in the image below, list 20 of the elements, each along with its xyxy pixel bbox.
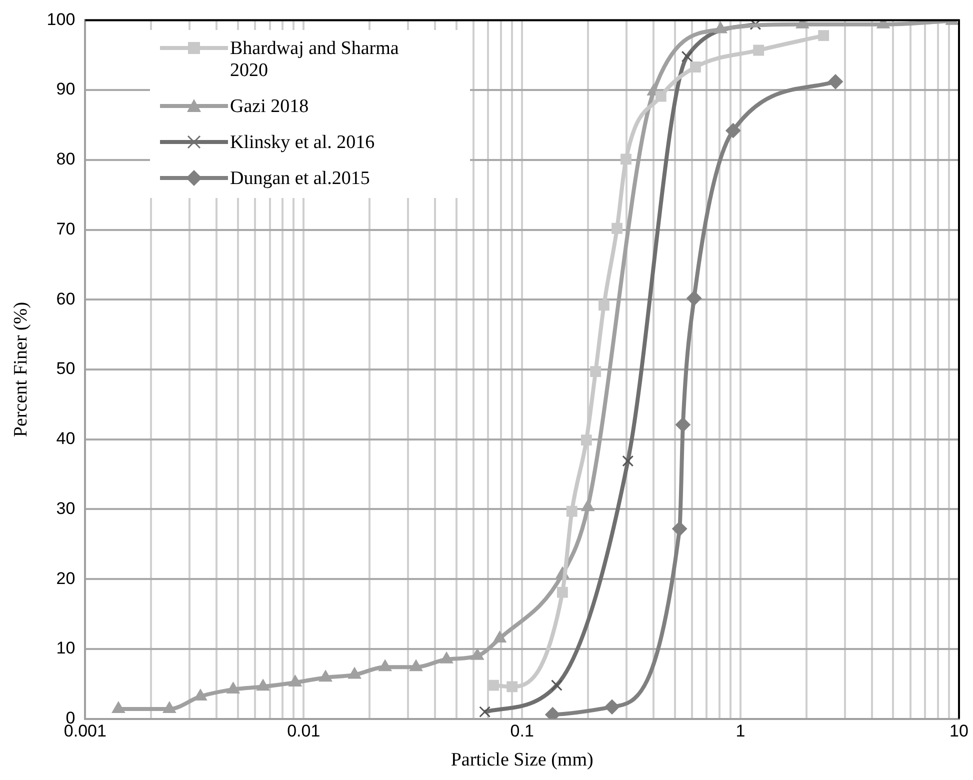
x-tick-label: 0.1 [510, 722, 534, 741]
y-tick-label: 70 [56, 219, 76, 238]
x-axis-title: Particle Size (mm) [450, 750, 594, 771]
y-tick-label: 40 [56, 429, 76, 448]
y-tick-label: 30 [56, 498, 76, 518]
x-tick-label: 0.01 [287, 722, 320, 741]
legend-label: Klinsky et al. 2016 [230, 132, 376, 154]
x-tick-label: 10 [950, 722, 968, 741]
y-tick-label: 90 [56, 80, 76, 99]
legend-label: Gazi 2018 [230, 96, 310, 118]
y-tick-label: 100 [46, 10, 76, 29]
y-tick-label: 50 [56, 359, 76, 378]
y-axis-title: Percent Finer (%) [10, 302, 32, 438]
y-tick-label: 80 [56, 150, 76, 169]
legend-label: Bhardwaj and Sharma 2020 [230, 38, 400, 82]
y-tick-label: 60 [56, 289, 76, 308]
y-tick-label: 20 [56, 568, 76, 588]
legend-label: Dungan et al.2015 [230, 168, 371, 190]
x-tick-label: 1 [736, 722, 746, 741]
y-tick-label: 10 [56, 638, 76, 658]
